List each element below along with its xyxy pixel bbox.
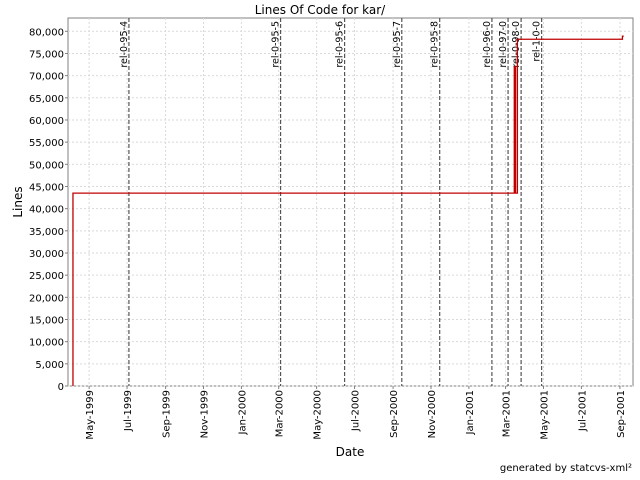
x-tick-label: Jan-2000 [237,390,248,435]
y-tick-label: 25,000 [29,271,64,282]
plot-area [67,17,634,387]
x-tick-label: Jan-2001 [465,390,476,435]
generator-credit: generated by statcvs-xml² [499,463,632,474]
y-tick-label: 75,000 [29,49,64,60]
y-tick-label: 0 [58,382,64,393]
release-marker-label: rel-0-95-6 [335,21,346,68]
x-axis-ticks: May-1999 Jul-1999 Sep-1999 Nov-1999 Jan-2000… [85,386,627,440]
y-tick-label: 80,000 [29,27,64,38]
x-tick-label: Sep-1999 [162,390,173,438]
y-tick-label: 20,000 [29,293,64,304]
chart-title: Lines Of Code for kar/ [255,3,386,17]
y-axis-label: Lines [11,186,25,217]
y-axis-ticks: 0 5,000 10,000 15,000 20,000 25,000 30,000 35,0… [29,27,68,393]
y-tick-label: 35,000 [29,227,64,238]
x-tick-label: Jul-2000 [351,390,362,432]
x-tick-label: May-2001 [539,390,550,440]
x-tick-label: Mar-2000 [275,390,286,437]
x-axis-label: Date [336,445,365,459]
series-lines [72,35,624,386]
release-marker-label: rel-1-0-0 [532,21,543,62]
x-tick-label: Sep-2000 [389,390,400,438]
x-tick-label: Nov-1999 [200,390,211,438]
x-tick-label: Sep-2001 [616,390,627,438]
x-tick-label: Mar-2001 [502,390,513,437]
y-tick-label: 65,000 [29,94,64,105]
y-tick-label: 45,000 [29,182,64,193]
y-tick-label: 60,000 [29,116,64,127]
x-tick-label: Nov-2000 [427,390,438,438]
release-marker-label: rel-0-96-0 [482,21,493,68]
release-marker-label: rel-0-95-5 [271,21,282,68]
release-marker-label: rel-0-98-0 [511,21,522,68]
release-marker-label: rel-0-95-7 [392,21,403,68]
release-marker-label: rel-0-95-8 [430,21,441,68]
y-tick-label: 5,000 [35,360,64,371]
x-tick-label: Jul-1999 [123,390,134,432]
y-tick-label: 50,000 [29,160,64,171]
series-line [72,35,624,386]
y-tick-label: 55,000 [29,138,64,149]
x-tick-label: May-2000 [313,390,324,440]
release-markers: rel-0-95-4 rel-0-95-5 rel-0-95-6 rel-0-95-7… [119,18,543,386]
release-marker-label: rel-0-95-4 [119,21,130,68]
x-tick-label: Jul-2001 [577,390,588,432]
y-tick-label: 30,000 [29,249,64,260]
grid-lines [68,18,633,387]
y-tick-label: 70,000 [29,72,64,83]
release-marker-label: rel-0-97-0 [498,21,509,68]
y-tick-label: 10,000 [29,338,64,349]
y-tick-label: 40,000 [29,205,64,216]
y-tick-label: 15,000 [29,315,64,326]
x-tick-label: May-1999 [85,390,96,440]
